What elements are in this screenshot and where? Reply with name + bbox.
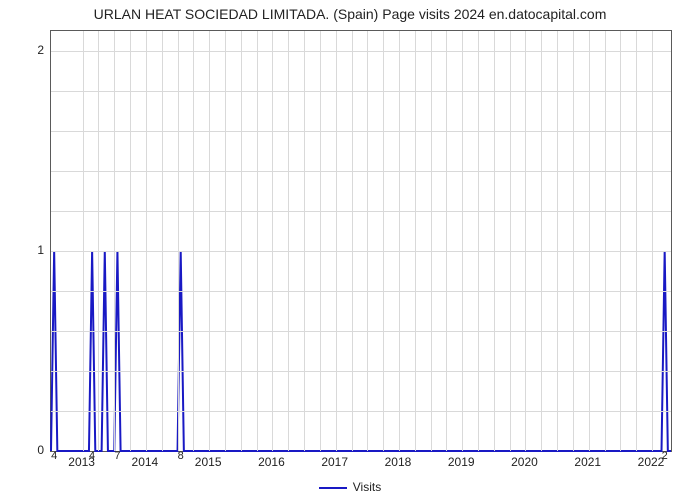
gridline-v-major [83, 31, 84, 451]
gridline-v-major [146, 31, 147, 451]
line-series [51, 31, 671, 451]
x-tick-label: 2020 [511, 455, 538, 469]
gridline-v-minor [541, 31, 542, 451]
gridline-v-minor [620, 31, 621, 451]
gridline-h-minor [51, 91, 671, 92]
x-tick-label: 2019 [448, 455, 475, 469]
gridline-v-minor [130, 31, 131, 451]
gridline-v-minor [288, 31, 289, 451]
legend-swatch [319, 487, 347, 489]
data-point-label: 4 [51, 450, 57, 462]
gridline-v-major [272, 31, 273, 451]
gridline-v-major [652, 31, 653, 451]
gridline-h-minor [51, 411, 671, 412]
gridline-v-minor [178, 31, 179, 451]
gridline-h-minor [51, 211, 671, 212]
chart-title: URLAN HEAT SOCIEDAD LIMITADA. (Spain) Pa… [0, 6, 700, 22]
gridline-v-minor [304, 31, 305, 451]
gridline-v-minor [352, 31, 353, 451]
gridline-v-minor [383, 31, 384, 451]
plot-area: 44782 [50, 30, 672, 452]
x-tick-label: 2018 [385, 455, 412, 469]
gridline-v-minor [510, 31, 511, 451]
gridline-v-minor [193, 31, 194, 451]
gridline-h-minor [51, 331, 671, 332]
gridline-h-minor [51, 171, 671, 172]
gridline-v-minor [367, 31, 368, 451]
gridline-v-minor [225, 31, 226, 451]
gridline-v-minor [494, 31, 495, 451]
data-point-label: 7 [114, 450, 120, 462]
gridline-v-minor [431, 31, 432, 451]
gridline-v-major [399, 31, 400, 451]
x-tick-label: 2015 [195, 455, 222, 469]
gridline-h-minor [51, 291, 671, 292]
gridline-v-minor [114, 31, 115, 451]
gridline-v-major [589, 31, 590, 451]
gridline-h-major [51, 51, 671, 52]
y-tick-label: 1 [4, 243, 44, 257]
gridline-v-major [525, 31, 526, 451]
x-tick-label: 2022 [638, 455, 665, 469]
legend-label: Visits [353, 480, 381, 494]
gridline-v-minor [241, 31, 242, 451]
data-point-label: 8 [178, 450, 184, 462]
gridline-h-minor [51, 131, 671, 132]
gridline-v-minor [415, 31, 416, 451]
chart-container: URLAN HEAT SOCIEDAD LIMITADA. (Spain) Pa… [0, 0, 700, 500]
x-tick-label: 2014 [132, 455, 159, 469]
gridline-v-major [336, 31, 337, 451]
gridline-v-minor [605, 31, 606, 451]
gridline-v-major [209, 31, 210, 451]
legend: Visits [0, 480, 700, 494]
gridline-v-minor [446, 31, 447, 451]
gridline-v-minor [98, 31, 99, 451]
gridline-v-minor [636, 31, 637, 451]
x-tick-label: 2021 [574, 455, 601, 469]
gridline-h-major [51, 251, 671, 252]
gridline-h-minor [51, 371, 671, 372]
y-tick-label: 2 [4, 43, 44, 57]
gridline-v-major [462, 31, 463, 451]
x-tick-label: 2017 [321, 455, 348, 469]
gridline-v-minor [257, 31, 258, 451]
visits-line [51, 251, 671, 451]
gridline-v-minor [478, 31, 479, 451]
gridline-v-minor [573, 31, 574, 451]
gridline-v-minor [557, 31, 558, 451]
x-tick-label: 2013 [68, 455, 95, 469]
gridline-v-minor [320, 31, 321, 451]
gridline-v-minor [162, 31, 163, 451]
y-tick-label: 0 [4, 443, 44, 457]
x-tick-label: 2016 [258, 455, 285, 469]
